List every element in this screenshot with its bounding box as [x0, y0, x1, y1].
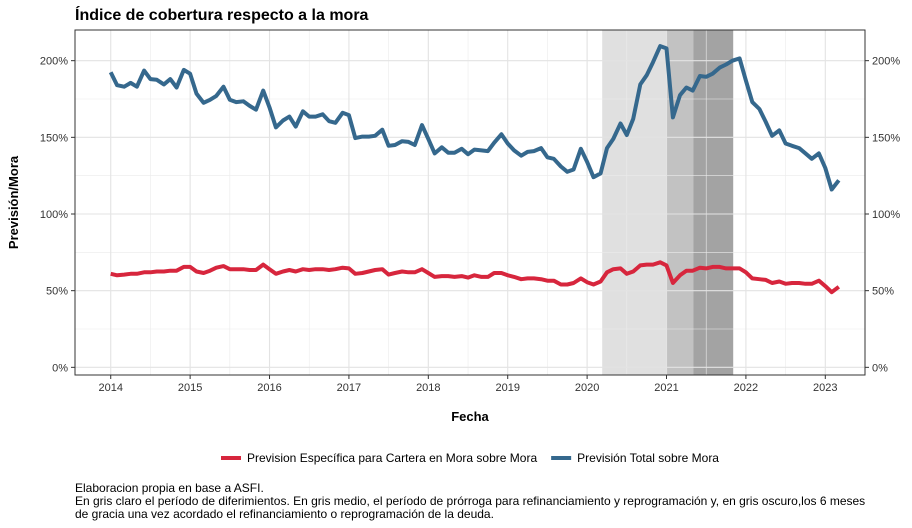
y-tick-label-left: 200%: [40, 56, 68, 68]
x-tick-label: 2015: [178, 382, 202, 394]
legend: Prevision Específica para Cartera en Mor…: [221, 451, 719, 465]
plot-panel-border: [74, 29, 866, 376]
x-axis-label: Fecha: [451, 409, 489, 424]
x-tick-label: 2014: [98, 382, 122, 394]
x-tick-label: 2021: [654, 382, 678, 394]
y-tick-label-left: 0%: [52, 362, 68, 374]
axes: 2014 2015 2016 2017 2018 2019 2020 2021 2022 2023…: [40, 56, 900, 394]
y-tick-label-right: 50%: [872, 286, 894, 298]
caption-source: Elaboracion propia en base a ASFI.: [75, 481, 264, 495]
x-tick-label: 2017: [337, 382, 361, 394]
x-tick-label: 2022: [734, 382, 758, 394]
y-tick-label-left: 100%: [40, 209, 68, 221]
x-tick-label: 2020: [575, 382, 599, 394]
series-line-2: [108, 44, 841, 192]
legend-label: Previsión Total sobre Mora: [577, 451, 719, 465]
series-lines: [108, 44, 841, 295]
caption-note-line-2: de gracia una vez acordado el refinancia…: [75, 507, 494, 521]
y-axis-label: Previsión/Mora: [6, 155, 21, 249]
series-line-1: [110, 260, 841, 295]
x-tick-label: 2019: [495, 382, 519, 394]
chart-caption: Elaboracion propia en base a ASFI. En gr…: [75, 482, 905, 521]
y-tick-label-left: 50%: [46, 286, 68, 298]
shaded-period-light: [602, 30, 667, 375]
line-chart: Índice de cobertura respecto a la mora 2…: [6, 5, 900, 465]
y-tick-label-right: 200%: [872, 56, 900, 68]
gridlines: [75, 30, 865, 375]
legend-item-1: Prevision Específica para Cartera en Mor…: [221, 451, 537, 465]
chart-title: Índice de cobertura respecto a la mora: [75, 5, 369, 24]
y-tick-label-left: 150%: [40, 132, 68, 144]
legend-item-2: Previsión Total sobre Mora: [551, 451, 719, 465]
y-tick-label-right: 0%: [872, 362, 888, 374]
x-tick-label: 2018: [416, 382, 440, 394]
caption-note-line-1: En gris claro el período de diferimiento…: [75, 494, 866, 508]
y-tick-label-right: 100%: [872, 209, 900, 221]
y-tick-label-right: 150%: [872, 132, 900, 144]
shaded-period-dark: [693, 30, 734, 375]
x-tick-label: 2016: [257, 382, 281, 394]
legend-label: Prevision Específica para Cartera en Mor…: [247, 451, 537, 465]
x-tick-label: 2023: [813, 382, 837, 394]
